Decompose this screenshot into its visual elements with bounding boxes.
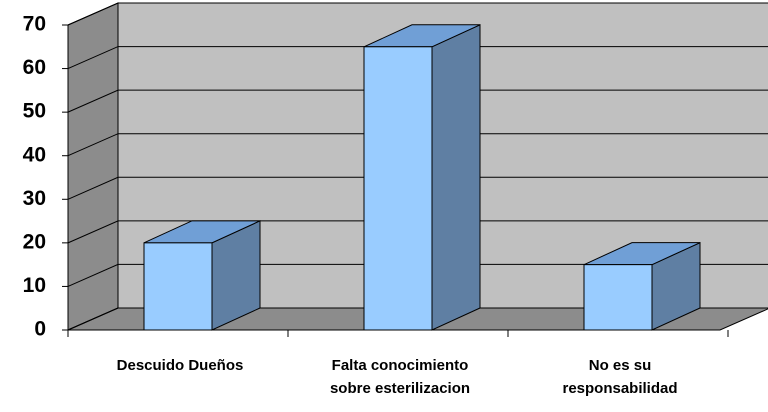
bar bbox=[143, 242, 213, 331]
grid-line bbox=[67, 2, 768, 26]
grid-line bbox=[67, 220, 768, 244]
grid-line bbox=[67, 263, 768, 287]
grid-line bbox=[67, 307, 768, 331]
bar bbox=[363, 46, 433, 331]
y-tick-label: 40 bbox=[23, 143, 46, 166]
y-tick-label: 20 bbox=[23, 230, 46, 253]
grid-line bbox=[67, 133, 768, 157]
y-tick-label: 0 bbox=[34, 318, 46, 341]
y-tick-label: 10 bbox=[23, 274, 46, 297]
grid-line bbox=[67, 46, 768, 70]
bar-side bbox=[431, 24, 481, 331]
y-tick-label: 70 bbox=[23, 13, 46, 36]
grid-line bbox=[67, 176, 768, 200]
x-tick-label: No es su responsabilidad bbox=[562, 357, 678, 397]
grid-line bbox=[67, 89, 768, 113]
side-wall bbox=[67, 2, 119, 331]
y-tick-label: 50 bbox=[23, 100, 46, 123]
y-tick-label: 60 bbox=[23, 56, 46, 79]
bar bbox=[583, 264, 653, 331]
x-tick-label: Descuido Dueños bbox=[116, 357, 244, 374]
x-tick-label: Falta conocimiento sobre esterilizacion bbox=[329, 357, 471, 397]
y-tick-label: 30 bbox=[23, 187, 46, 210]
